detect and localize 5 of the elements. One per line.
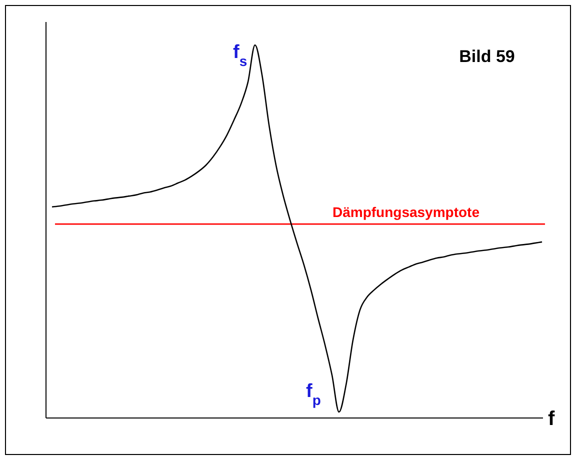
ref-line-label: Dämpfungsasymptote xyxy=(332,204,480,220)
chart-title: Bild 59 xyxy=(459,47,515,66)
x-axis-title: f xyxy=(548,408,555,430)
annotation: f$_{p}$ xyxy=(306,381,321,408)
annotation: f$_{s}$ xyxy=(233,42,248,69)
